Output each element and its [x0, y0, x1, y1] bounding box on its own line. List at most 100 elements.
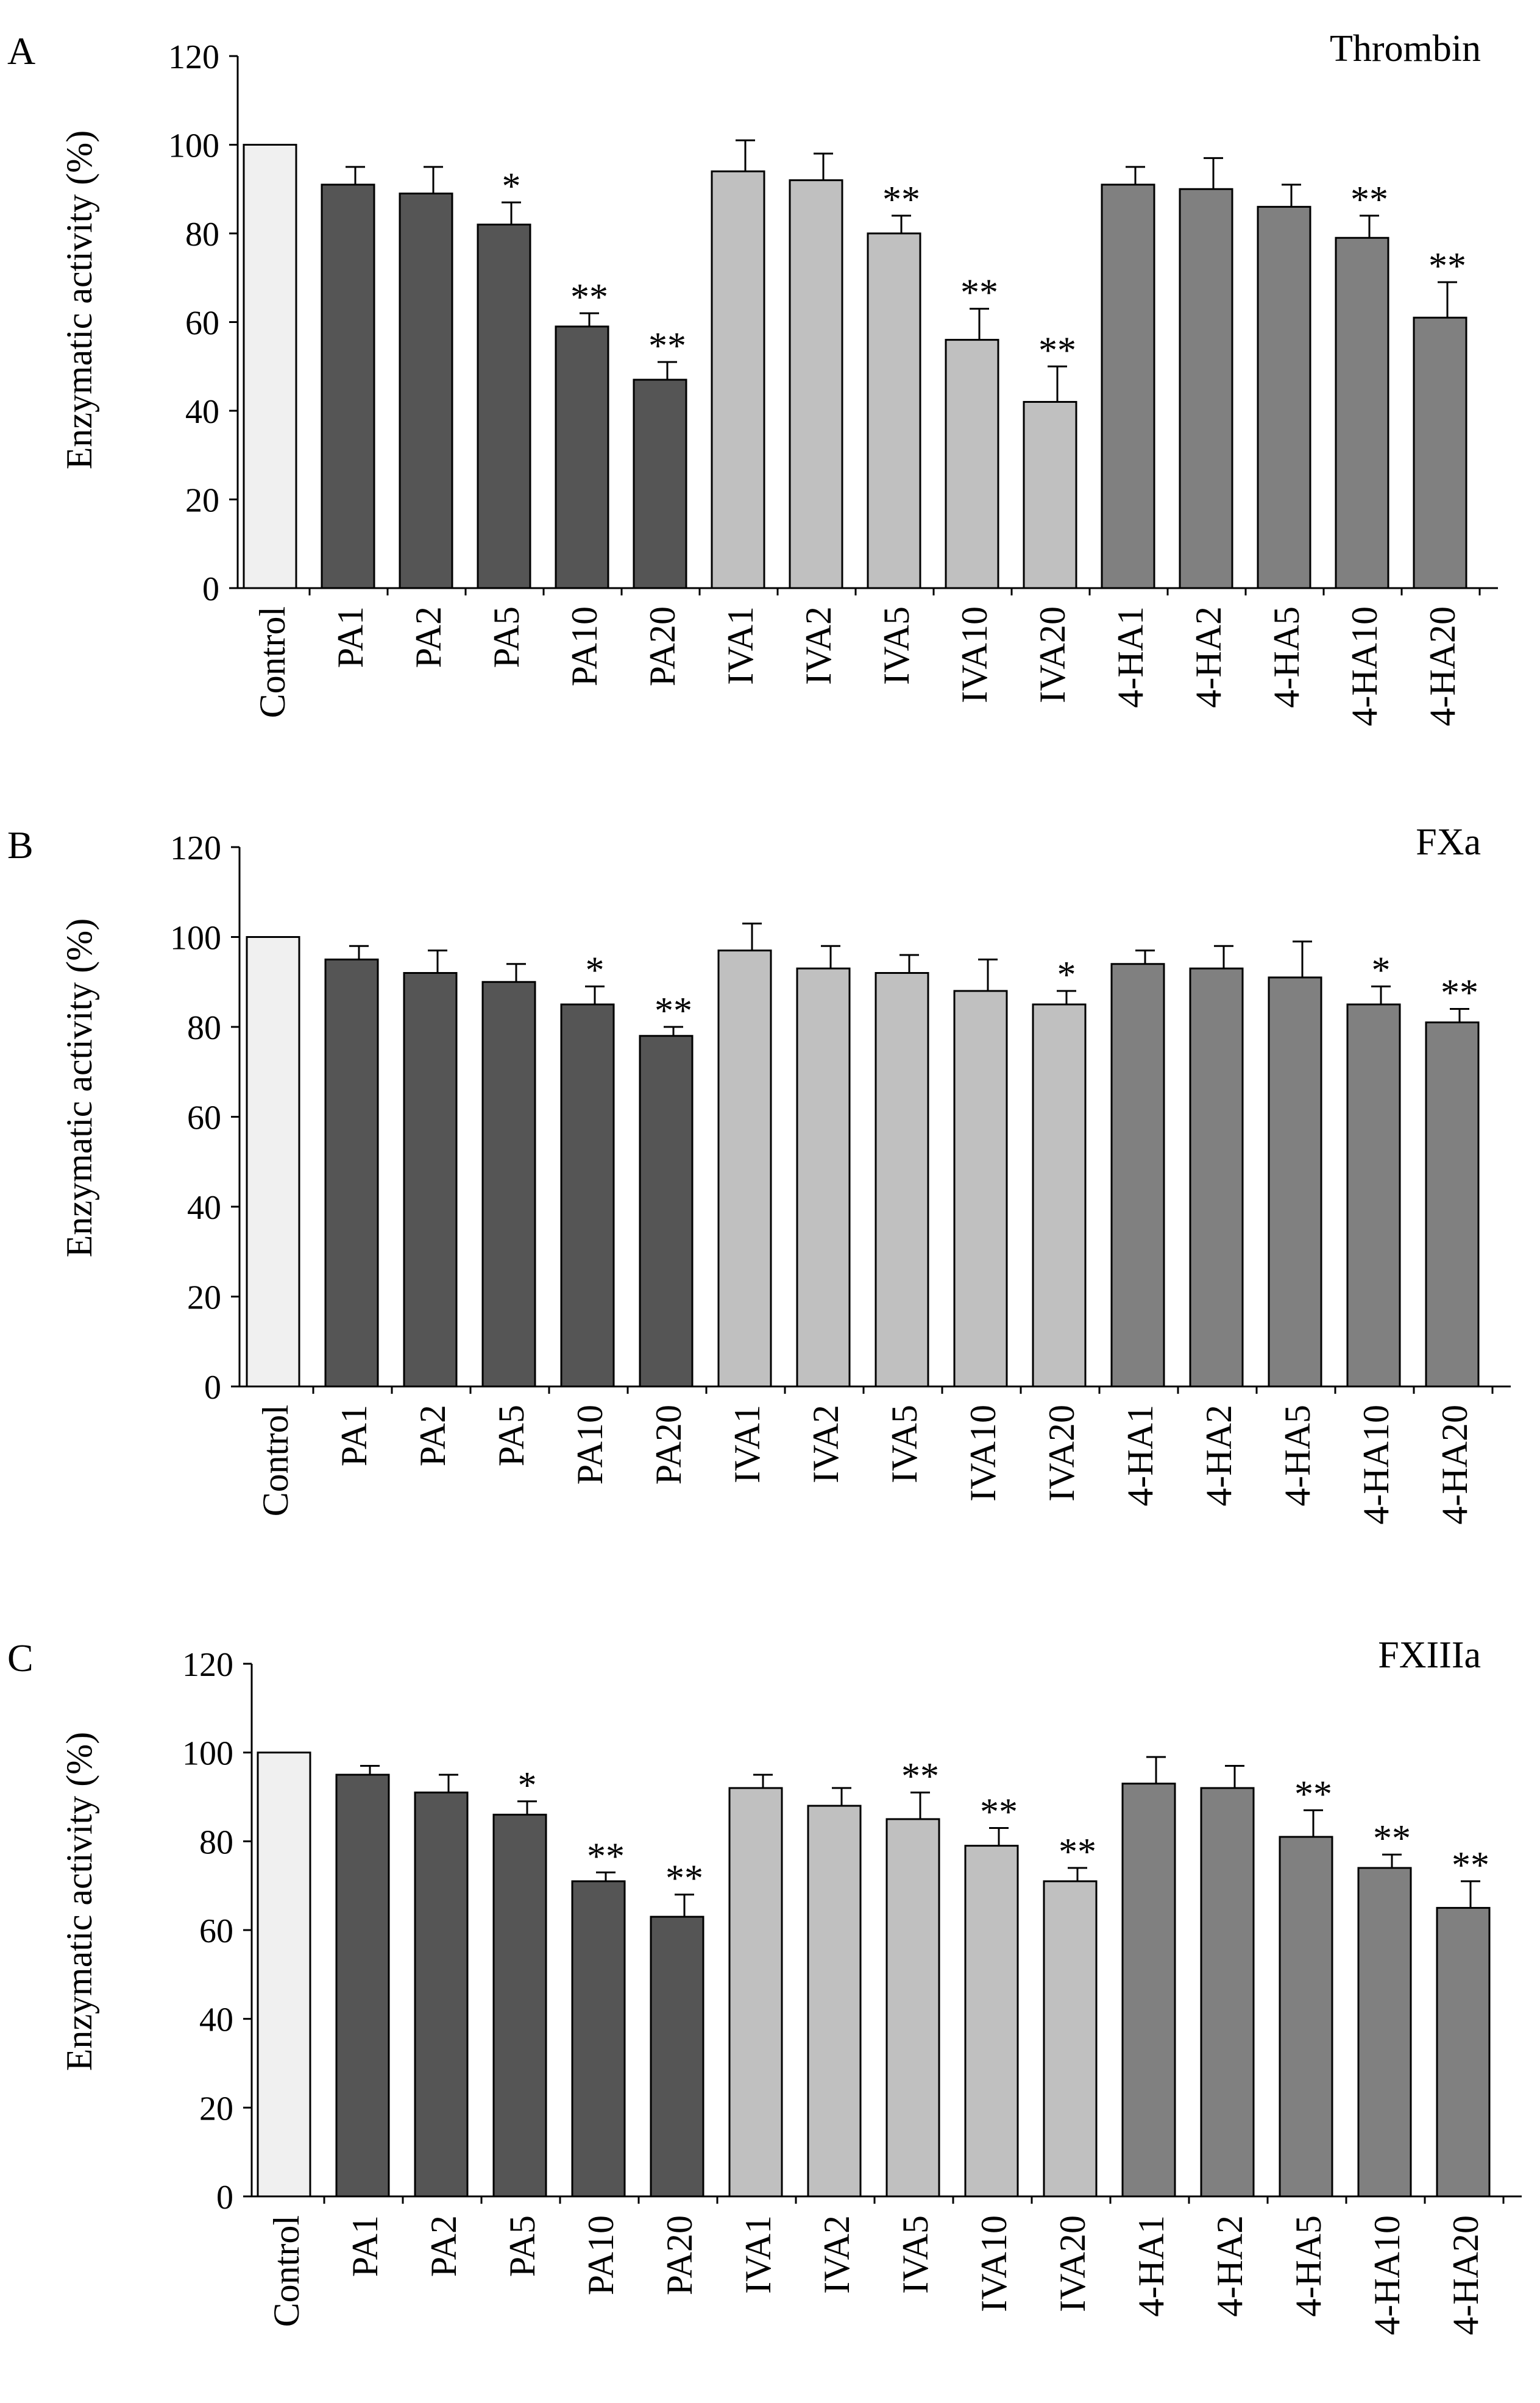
panel-a-significance-mark: **: [648, 325, 686, 367]
panel-c-y-tick-label: 40: [199, 2001, 233, 2039]
panel-b-category-label: PA20: [648, 1405, 689, 1485]
panel-b-y-tick-label: 80: [187, 1009, 221, 1047]
panel-c-significance-mark: **: [587, 1836, 625, 1877]
panel-c-bar: [650, 1915, 704, 2198]
panel-b-category-label: PA5: [491, 1405, 531, 1466]
panel-b-bar: [796, 967, 851, 1388]
panel-a-bar: [399, 193, 453, 589]
panel-c-bar: [964, 1845, 1019, 2198]
panel-c-title: FXIIIa: [1378, 1635, 1481, 1676]
panel-a-bar: [1257, 205, 1311, 589]
panel-a-significance-mark: **: [882, 179, 920, 221]
panel-c-bar: [414, 1791, 469, 2198]
panel-c-category-label: 4-HA2: [1210, 2215, 1250, 2317]
panel-b-category-label: PA10: [570, 1405, 610, 1485]
panel-a-category-label: 4-HA5: [1266, 606, 1307, 708]
panel-a-category-label: IVA10: [954, 606, 995, 703]
panel-c-category-label: PA10: [581, 2215, 621, 2295]
panel-b-significance-mark: **: [1441, 973, 1478, 1014]
panel-a-bar: [1179, 188, 1233, 589]
panel-c-bar: [1357, 1867, 1412, 2198]
panel-b-y-tick-label: 100: [170, 920, 221, 957]
panel-b-category-label: Control: [255, 1405, 296, 1516]
panel-c-significance-mark: **: [980, 1791, 1018, 1833]
panel-b-bar: [560, 1003, 615, 1388]
panel-a-bar: [789, 179, 843, 589]
panel-a-bar: [243, 144, 297, 589]
panel-b-bar: [246, 936, 300, 1388]
panel-c-significance-mark: **: [901, 1756, 939, 1797]
panel-c-bar: [1436, 1907, 1491, 2198]
panel-b-category-label: 4-HA2: [1199, 1405, 1239, 1507]
panel-a-y-tick-label: 80: [185, 216, 219, 254]
panel-b-bar: [1268, 976, 1322, 1388]
panel-a-bar: [477, 223, 531, 589]
panel-a-category-label: IVA2: [798, 606, 839, 685]
panel-a-bar: [945, 339, 999, 589]
panel-b-category-label: PA2: [413, 1405, 453, 1466]
panel-a-category-label: PA2: [408, 606, 449, 668]
panel-c-bar: [1200, 1787, 1255, 2198]
panel-b-y-tick-label: 40: [187, 1189, 221, 1227]
panel-a-category-label: IVA20: [1032, 606, 1073, 703]
panel-b-category-label: 4-HA5: [1277, 1405, 1318, 1507]
panel-c-y-tick-label: 100: [182, 1735, 233, 1773]
panel-c-category-label: PA2: [424, 2215, 464, 2277]
panel-c-bar: [257, 1752, 311, 2198]
panel-c: C FXIIIa Enzymatic activity (%) 0 20 40 60 8…: [7, 1635, 1522, 2335]
panel-a-significance-mark: **: [1350, 179, 1388, 221]
panel-c-bar: [1043, 1880, 1098, 2198]
panel-b-bar: [875, 972, 929, 1388]
panel-b-bar: [1189, 967, 1244, 1388]
panel-c-y-axis-label: Enzymatic activity (%): [59, 1732, 99, 2071]
panel-b-category-label: IVA20: [1041, 1405, 1082, 1502]
panel-a-bar: [711, 170, 765, 589]
panel-b-significance-mark: *: [586, 950, 605, 992]
panel-a-category-label: 4-HA1: [1110, 606, 1151, 708]
panel-c-category-label: 4-HA1: [1131, 2215, 1171, 2317]
panel-a-y-tick-label: 0: [202, 570, 219, 608]
panel-b-category-label: 4-HA10: [1356, 1405, 1396, 1525]
panel-c-bar: [335, 1773, 390, 2198]
panel-c-y-tick-label: 60: [199, 1912, 233, 1950]
panel-a-title: Thrombin: [1330, 28, 1481, 69]
panel-c-category-label: IVA5: [895, 2215, 935, 2294]
panel-b-category-label: IVA5: [884, 1405, 924, 1483]
panel-b-bar: [1346, 1003, 1401, 1388]
panel-c-category-label: PA20: [659, 2215, 700, 2295]
panel-b-significance-mark: *: [1057, 954, 1076, 996]
panel-a-letter: A: [7, 29, 35, 73]
panel-a-bar: [555, 325, 609, 589]
panel-a-category-label: PA1: [330, 606, 371, 668]
panel-c-bar: [1121, 1783, 1176, 2198]
panel-c-category-label: PA1: [345, 2215, 385, 2277]
panel-a-plot-area: 0 20 40 60 80 100 120 Control PA1 PA2 * PA5 ** PA10 **…: [168, 38, 1498, 726]
panel-b-significance-mark: *: [1372, 950, 1391, 992]
panel-c-significance-mark: *: [518, 1765, 537, 1806]
panel-b-category-label: IVA1: [727, 1405, 767, 1483]
panel-b-significance-mark: **: [655, 990, 692, 1032]
panel-c-category-label: Control: [266, 2215, 307, 2327]
panel-a-y-tick-label: 20: [185, 482, 219, 520]
panel-b-bar: [324, 958, 379, 1388]
panel-c-y-tick-label: 120: [182, 1646, 233, 1684]
panel-b-bar: [1110, 963, 1165, 1388]
panel-a-category-label: PA5: [486, 606, 527, 668]
panel-a-category-label: PA10: [564, 606, 605, 686]
panel-a-y-tick-label: 40: [185, 393, 219, 431]
panel-a-y-axis-label: Enzymatic activity (%): [59, 130, 99, 469]
panel-c-bar: [885, 1818, 940, 2198]
panel-c-bar: [571, 1880, 626, 2198]
panel-a: A Thrombin Enzymatic activity (%) 0 20 40 6…: [7, 28, 1498, 726]
panel-b-y-tick-label: 0: [204, 1369, 221, 1407]
panel-c-significance-mark: **: [1373, 1818, 1411, 1859]
panel-a-bar: [1023, 400, 1077, 589]
panel-b-title: FXa: [1416, 822, 1481, 863]
panel-c-significance-mark: **: [1294, 1773, 1332, 1815]
panel-c-category-label: 4-HA5: [1288, 2215, 1329, 2317]
panel-a-category-label: IVA5: [876, 606, 917, 685]
panel-c-significance-mark: **: [665, 1858, 703, 1900]
panel-a-bar: [633, 378, 687, 589]
panel-a-category-label: PA20: [642, 606, 683, 686]
panel-c-significance-mark: **: [1452, 1845, 1489, 1886]
